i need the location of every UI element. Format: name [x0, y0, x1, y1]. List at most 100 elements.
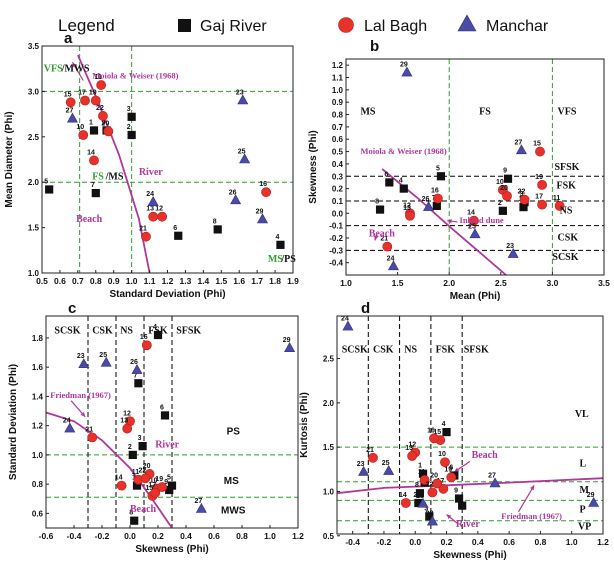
panel-b-point-label-15: 15: [533, 141, 541, 148]
panel-c-annotation-3: FSK: [148, 326, 168, 337]
legend-marker-gaj: [178, 19, 191, 32]
panel-a-x-tick-label-1: 0.6: [54, 276, 66, 286]
panel-b-annotation-4: FSK: [557, 181, 577, 192]
panel-d-circle-point-20: [432, 478, 443, 489]
panel-d-y-tick-label-1: 1.0: [323, 487, 335, 496]
panel-c-annotation-1: CSK: [92, 326, 113, 337]
panel-a-point-label-15: 15: [64, 91, 72, 98]
panel-a-point-label-26: 26: [229, 189, 237, 196]
panel-b-square-point-5: [436, 172, 446, 181]
panel-c-point-label-13: 13: [120, 418, 128, 425]
panel-c-circle-point-21: [87, 432, 98, 443]
panel-c-y-tick-label-0: 0.6: [32, 509, 44, 518]
panel-d-x-axis-label: Skewness (Phi): [433, 550, 506, 561]
panel-b-triangle-point-24: [387, 260, 399, 271]
panel-c-points: 1234567891011121314151617192021222324252…: [63, 324, 296, 525]
panel-b-point-label-12: 12: [403, 202, 411, 209]
panel-d-triangle-point-25: [383, 464, 395, 475]
panel-c-point-label-7: 7: [133, 372, 137, 379]
panel-a-point-label-21: 21: [139, 226, 147, 233]
panel-d-annotation-10: Beach: [472, 450, 499, 461]
panel-a-triangle-point-25: [239, 153, 251, 164]
panel-b-square-point-2: [498, 206, 507, 215]
panel-b-y-tick-label-16: 1.2: [332, 61, 344, 70]
panel-a-point-label-1: 1: [89, 119, 93, 126]
panel-c-point-label-6: 6: [160, 404, 164, 411]
panel-a-triangle-point-26: [230, 194, 242, 205]
panel-c-circle-point-16: [141, 340, 152, 351]
panel-c-x-tick-label-4: 0.2: [152, 531, 164, 541]
panel-d-annotation-9: VP: [578, 522, 591, 533]
panel-b-frame: [345, 58, 605, 276]
panel-c-annotation-8: PS: [227, 426, 241, 437]
panel-d-point-label-29: 29: [587, 492, 595, 499]
panel-d-y-tick-label-3: 2.0: [323, 399, 335, 408]
panel-b-square-point-6: [385, 178, 394, 187]
panel-b-circle-point-22: [519, 194, 530, 205]
panel-b-annotation-9: Inland dune: [460, 215, 504, 225]
panel-b-y-tick-label-5: 0.1: [332, 197, 344, 206]
panel-d-x-tick-label-7: 1.0: [566, 537, 578, 547]
panel-d-x-tick-label-3: 0.2: [441, 537, 453, 547]
panel-a-square-point-3: [127, 112, 136, 121]
panel-a-annotation-3: River: [139, 167, 163, 178]
panel-b-annotation-5: NS: [560, 205, 573, 216]
panel-b-y-tick-label-11: 0.7: [332, 123, 344, 132]
panel-a-point-label-7: 7: [91, 182, 95, 189]
legend-marker-lal: [338, 17, 354, 33]
panel-d-x-tick-label-2: 0.0: [409, 537, 421, 547]
panel-c-square-point-8: [130, 516, 139, 525]
panel-c-point-label-29: 29: [283, 337, 291, 344]
panel-a-y-tick-label-3: 2.5: [28, 133, 40, 142]
panel-a-point-label-16: 16: [259, 181, 267, 188]
panel-d-point-label-24: 24: [341, 316, 349, 323]
panel-d-square-point-4: [442, 427, 451, 437]
legend: Legend Gaj River Lal Bagh Manchar: [58, 14, 549, 35]
panel-b-circle-point-19: [537, 179, 547, 190]
panel-c-x-tick-label-9: 1.2: [292, 531, 304, 541]
panel-c-point-label-5: 5: [167, 475, 171, 482]
panel-a-point-label-3: 3: [127, 106, 131, 113]
panel-b-circle-point-16: [432, 193, 443, 204]
panel-b-arrow-head-1: [374, 235, 379, 241]
panel-c-y-tick-label-6: 1.8: [32, 334, 44, 343]
panel-b-annotations: MS FS VFS SFSK FSK NS CSK SCSK Moiola & Weiser (…: [360, 107, 579, 264]
legend-title: Legend: [58, 16, 115, 35]
panel-d-arrow-line-1: [517, 484, 535, 513]
panel-c-point-label-3: 3: [138, 435, 142, 442]
panel-d-point-label-21: 21: [366, 447, 374, 454]
panel-a-annotation-8: /PS: [280, 254, 296, 265]
panel-c-annotations: SCSK CSK NS FSK SFSK Friedman (1967) River Beac…: [50, 326, 246, 517]
panel-c-triangle-point-24: [64, 422, 76, 433]
panel-b: 1234567891011121314151617192021222324252…: [308, 38, 610, 302]
panel-d: 1234567891011121314151617192021222324252…: [299, 300, 609, 561]
panel-b-y-tick-label-6: 0.2: [332, 185, 344, 194]
panel-a-square-point-1: [89, 126, 99, 135]
panel-b-annotation-2: VFS: [558, 107, 577, 118]
panel-b-y-tick-label-2: -0.2: [329, 234, 343, 243]
panel-c-point-label-19: 19: [155, 476, 163, 483]
panel-b-annotation-8: Moiola & Weiser (1968): [360, 146, 446, 156]
panel-b-point-label-26: 26: [422, 196, 430, 203]
panel-c-annotation-10: MWS: [221, 505, 246, 516]
panel-d-annotation-12: Friedman (1967): [501, 511, 562, 521]
panel-d-annotation-1: CSK: [373, 344, 394, 355]
panel-d-point-label-20: 20: [430, 472, 438, 479]
panel-d-circle-point-11: [419, 475, 430, 485]
panel-b-y-ticks: -0.4 -0.3 -0.2 -0.1 0.0 0.1 0.2 0.3 0.4 0.5 0.6 0.7…: [329, 61, 349, 268]
panel-c-square-point-7: [134, 379, 143, 388]
panel-a-point-label-5: 5: [44, 178, 48, 185]
panel-c-circle-point-17: [150, 488, 161, 498]
panel-a-x-axis-label: Standard Deviation (Phi): [109, 289, 225, 300]
panel-c-annotation-4: SFSK: [176, 326, 201, 337]
panel-c-x-tick-label-8: 1.0: [264, 531, 276, 541]
panel-a-point-label-19: 19: [89, 89, 97, 96]
panel-b-point-label-10: 10: [496, 179, 504, 186]
panel-d-point-label-3: 3: [424, 505, 428, 512]
legend-label-lal: Lal Bagh: [364, 18, 427, 35]
panel-c-frame: [45, 315, 299, 529]
panel-d-x-ticks: -0.4 -0.2 0.0 0.2 0.4 0.6 0.8 1.0 1.2: [345, 531, 609, 547]
panel-a-annotation-4: FS: [92, 171, 104, 182]
panel-c-circle-point-19: [157, 482, 168, 492]
